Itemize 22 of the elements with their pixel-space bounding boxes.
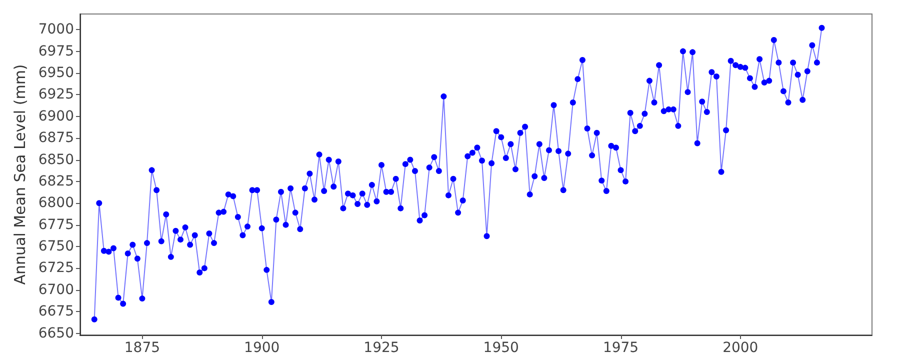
y-tick-label: 6750 xyxy=(38,238,74,255)
y-tick-label: 6650 xyxy=(38,325,74,342)
y-tick-label: 6875 xyxy=(38,130,74,146)
x-tick-label: 1900 xyxy=(244,340,280,356)
y-tick-label: 6950 xyxy=(38,64,74,81)
y-tick-label: 6675 xyxy=(38,304,74,320)
y-axis-title: Annual Mean Sea Level (mm) xyxy=(10,64,29,285)
y-tick-label: 6800 xyxy=(38,195,74,212)
y-tick-label: 6825 xyxy=(38,173,74,190)
x-tick-label: 1925 xyxy=(364,340,400,356)
x-tick-label: 1875 xyxy=(124,340,160,356)
y-tick-label: 6700 xyxy=(38,282,74,298)
x-tick-label: 1975 xyxy=(602,340,639,356)
y-tick-label: 6850 xyxy=(38,152,74,168)
y-tick-label: 7000 xyxy=(38,22,74,38)
y-tick-label: 6925 xyxy=(38,86,74,103)
y-tick-label: 6975 xyxy=(38,43,74,60)
y-tick-label: 6775 xyxy=(38,216,74,233)
x-tick-label: 1950 xyxy=(483,340,519,356)
x-tick-label: 2000 xyxy=(722,340,758,356)
y-tick-label: 6900 xyxy=(38,108,74,124)
y-tick-label: 6725 xyxy=(38,260,74,276)
